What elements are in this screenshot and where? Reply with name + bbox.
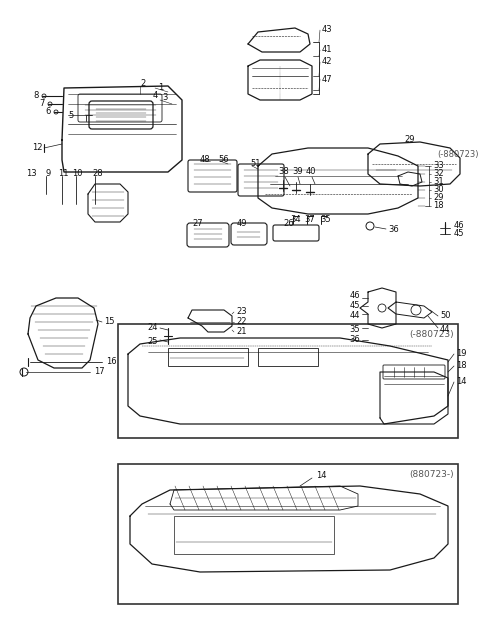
Text: 19: 19 [456,349,467,359]
Text: 31: 31 [433,177,444,187]
Bar [168,348,248,366]
Bar [174,516,334,554]
Text: 18: 18 [456,361,467,371]
Text: (880723-): (880723-) [409,470,454,479]
Text: 5: 5 [68,110,73,120]
Text: 45: 45 [454,230,465,238]
Text: 29: 29 [433,193,444,203]
Text: 46: 46 [454,222,465,230]
Text: 24: 24 [147,323,158,333]
Bar [118,324,458,438]
Text: (-880723): (-880723) [409,330,454,339]
Text: 17: 17 [94,368,105,376]
Text: 15: 15 [104,318,115,326]
Text: 3: 3 [162,94,168,102]
Text: 29: 29 [405,135,415,145]
Text: 10: 10 [72,170,83,178]
Text: 37: 37 [304,215,315,223]
Text: 45: 45 [349,301,360,311]
Text: 22: 22 [236,318,247,326]
Text: 2: 2 [140,79,145,89]
Text: 25: 25 [147,338,158,346]
Text: 11: 11 [58,170,69,178]
Text: 16: 16 [106,358,117,366]
Text: 44: 44 [349,311,360,321]
Text: (-880723): (-880723) [437,150,479,158]
Text: 18: 18 [433,202,444,210]
Text: 6: 6 [45,107,51,117]
Bar [118,464,458,604]
Text: 30: 30 [433,185,444,195]
Text: 13: 13 [26,170,36,178]
Text: 49: 49 [237,220,248,228]
Text: 41: 41 [322,46,333,54]
Text: 4: 4 [153,92,158,100]
Text: 56: 56 [218,155,228,163]
Text: 8: 8 [33,92,39,100]
Text: 26: 26 [283,220,294,228]
Text: 34: 34 [290,215,300,223]
Text: 46: 46 [349,291,360,301]
Text: 38: 38 [278,167,289,177]
Text: 43: 43 [322,26,333,34]
Text: 50: 50 [440,311,451,321]
Text: 7: 7 [39,99,45,109]
Text: 36: 36 [388,225,399,233]
Text: 32: 32 [433,170,444,178]
Text: 42: 42 [322,57,333,67]
Text: 12: 12 [32,144,43,152]
Text: 21: 21 [236,328,247,336]
Text: 44: 44 [440,326,451,334]
Text: 27: 27 [192,220,203,228]
Text: 9: 9 [46,170,51,178]
Text: 40: 40 [306,167,316,177]
Text: 35: 35 [320,215,331,223]
Text: 14: 14 [456,378,467,386]
Text: 36: 36 [349,336,360,344]
Text: 33: 33 [433,162,444,170]
Text: 51: 51 [250,160,261,168]
Text: 35: 35 [349,326,360,334]
Text: 14: 14 [316,472,326,480]
Bar [258,348,318,366]
Text: 47: 47 [322,74,333,84]
Text: 23: 23 [236,308,247,316]
Text: 1: 1 [158,84,163,92]
Text: 48: 48 [200,155,211,163]
Text: 28: 28 [92,170,103,178]
Text: 39: 39 [292,167,302,177]
